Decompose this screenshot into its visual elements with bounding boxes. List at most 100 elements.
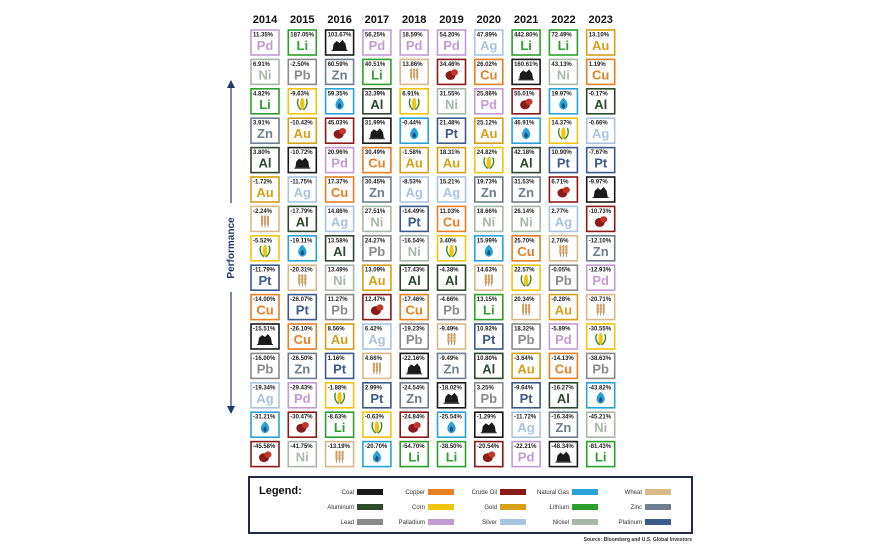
legend-swatch — [428, 519, 454, 525]
legend-item: Silver — [482, 519, 526, 526]
nickel-symbol: Ni — [408, 244, 421, 259]
cell-border — [585, 205, 616, 233]
cell: -10.72% — [287, 146, 318, 174]
year-label: 2018 — [402, 14, 426, 26]
legend-label: Crude Oil — [472, 490, 497, 496]
copper-symbol: Cu — [406, 303, 423, 318]
cell: 14.86%Ag — [324, 205, 355, 233]
cell-value: 47.89% — [477, 33, 498, 39]
cell-border — [436, 205, 467, 233]
copper-symbol: Cu — [480, 67, 497, 82]
svg-text:Pb: Pb — [518, 332, 535, 347]
svg-text:Au: Au — [480, 126, 497, 141]
cell: 25.12%Au — [473, 117, 504, 144]
cell-border — [399, 264, 430, 292]
cell-border — [250, 381, 280, 409]
cell-border — [324, 411, 355, 439]
cell: 6.71% — [548, 176, 579, 203]
corn-icon — [595, 333, 607, 346]
gold-symbol: Au — [368, 273, 385, 288]
svg-text:Zn: Zn — [555, 420, 571, 435]
legend-swatch — [357, 519, 383, 525]
cell: -8.53%Ag — [399, 176, 430, 203]
legend-swatch — [645, 504, 671, 510]
cell-value: 55.01% — [514, 91, 535, 97]
palladium-symbol: Pd — [406, 38, 423, 53]
cell-border — [250, 58, 280, 86]
lead-symbol: Pb — [592, 361, 609, 376]
cell: 18.32%Pb — [511, 323, 541, 350]
cell-border — [473, 440, 504, 468]
cell: -11.72%Ag — [511, 411, 541, 439]
lead-symbol: Pb — [518, 332, 535, 347]
cell-border — [548, 411, 579, 439]
natural-gas-icon — [372, 450, 382, 463]
cell-value: -4.66% — [440, 297, 460, 303]
legend-swatch — [572, 489, 598, 495]
legend-item: Natural Gas — [537, 489, 598, 496]
svg-text:Al: Al — [445, 273, 458, 288]
svg-text:Pb: Pb — [592, 361, 609, 376]
nickel-symbol: Ni — [259, 67, 272, 82]
svg-text:Pt: Pt — [259, 273, 273, 288]
cell-border — [362, 293, 392, 321]
cell: -16.34%Zn — [548, 411, 579, 439]
cell-value: 13.86% — [402, 62, 423, 68]
svg-text:Ag: Ag — [294, 185, 311, 200]
lead-symbol: Pb — [369, 244, 386, 259]
cell-value: -54.70% — [402, 444, 425, 450]
svg-text:Pt: Pt — [333, 361, 347, 376]
cell-value: 11.03% — [440, 209, 461, 215]
cell-border — [511, 58, 541, 86]
svg-text:Cu: Cu — [294, 332, 311, 347]
corn-icon — [259, 244, 271, 258]
cell-value: -81.43% — [589, 444, 612, 450]
year-label: 2021 — [514, 14, 538, 26]
cell-value: 2.99% — [365, 385, 383, 391]
cell: 12.47% — [362, 293, 392, 321]
cell-border — [250, 176, 280, 203]
platinum-symbol: Pt — [557, 156, 571, 171]
svg-text:Al: Al — [333, 244, 346, 259]
cell: 10.90%Pt — [548, 146, 579, 174]
svg-text:Pb: Pb — [294, 67, 311, 82]
legend-item: Coal — [342, 489, 383, 496]
cell: 32.39%Al — [362, 88, 392, 115]
svg-text:Pt: Pt — [445, 126, 459, 141]
cell-value: -18.02% — [440, 385, 463, 391]
cell-value: -20.70% — [365, 444, 388, 450]
cell-border — [324, 264, 355, 292]
svg-text:Cu: Cu — [406, 303, 423, 318]
cell-value: 31.55% — [440, 91, 461, 97]
cell-value: -1.58% — [402, 150, 422, 156]
cell-border — [585, 411, 616, 439]
cell: -12.93%Pd — [585, 264, 616, 292]
cell: -48.34% — [548, 440, 579, 468]
cell-value: 20.34% — [514, 297, 535, 303]
cell: 187.05%Li — [287, 29, 318, 56]
cell-value: -7.67% — [589, 150, 609, 156]
cell-border — [399, 440, 430, 468]
svg-text:Ni: Ni — [296, 450, 309, 465]
cell-value: 42.18% — [514, 150, 535, 156]
cell: -22.21%Pd — [511, 440, 541, 468]
cell-border — [250, 352, 280, 380]
cell: 25.70%Cu — [511, 235, 541, 262]
cell: -29.43%Pd — [287, 381, 318, 409]
cell: -0.28%Au — [548, 293, 579, 321]
cell: 2.76% — [548, 235, 579, 262]
svg-text:Ni: Ni — [370, 214, 383, 229]
cell-border — [473, 176, 504, 203]
cell: -17.46%Cu — [399, 293, 430, 321]
cell: 21.48%Pt — [436, 117, 467, 144]
cell-value: -14.13% — [551, 356, 574, 362]
legend-swatch — [572, 504, 598, 510]
platinum-symbol: Pt — [482, 332, 496, 347]
legend-item: Platinum — [619, 519, 671, 526]
cell-value: 18.32% — [514, 327, 535, 333]
crude-oil-icon — [594, 216, 608, 227]
year-label: 2014 — [253, 14, 278, 26]
natural-gas-icon — [521, 127, 531, 140]
svg-text:Ag: Ag — [555, 214, 572, 229]
coal-icon — [480, 422, 497, 434]
